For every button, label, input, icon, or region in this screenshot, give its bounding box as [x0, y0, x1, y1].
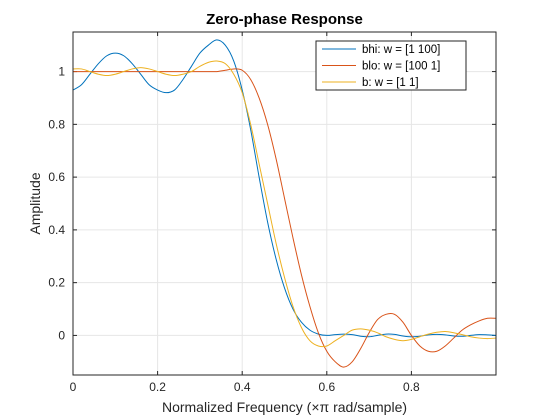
y-tick-label: 0 — [58, 328, 65, 342]
y-tick-label: 0.4 — [48, 223, 65, 237]
x-axis-label-text: Normalized Frequency — [162, 399, 303, 415]
x-tick-label: 0.4 — [234, 380, 251, 394]
chart-title: Zero-phase Response — [206, 11, 363, 28]
series-line-blo — [73, 68, 496, 368]
legend-label-bhi: bhi: w = [1 100] — [362, 44, 440, 56]
legend: bhi: w = [1 100] blo: w = [100 1] b: w =… — [315, 40, 467, 91]
x-axis-label-symbol: ×π — [311, 399, 329, 415]
axes-frame — [72, 31, 497, 376]
y-axis-label: Amplitude — [27, 172, 43, 234]
x-axis-label-unit: rad/sample — [333, 399, 402, 415]
x-axis-label: Normalized Frequency (×π rad/sample) — [162, 399, 407, 415]
x-tick-label: 0.6 — [318, 380, 335, 394]
legend-label-b: b: w = [1 1] — [362, 77, 419, 89]
x-tick-label: 0 — [70, 380, 77, 394]
y-tick-label: 0.2 — [48, 276, 65, 290]
x-tick-label: 0.8 — [403, 380, 420, 394]
series-lines — [73, 39, 496, 368]
legend-label-blo: blo: w = [100 1] — [362, 61, 440, 73]
y-tick-label: 0.8 — [48, 117, 65, 131]
axis-ticks: 0 0.2 0.4 0.6 0.8 0 0.2 0.4 0.6 0.8 1 — [48, 32, 496, 394]
y-tick-label: 0.6 — [48, 170, 65, 184]
series-line-b — [73, 60, 496, 348]
x-tick-label: 0.2 — [149, 380, 166, 394]
y-tick-label: 1 — [58, 65, 65, 79]
